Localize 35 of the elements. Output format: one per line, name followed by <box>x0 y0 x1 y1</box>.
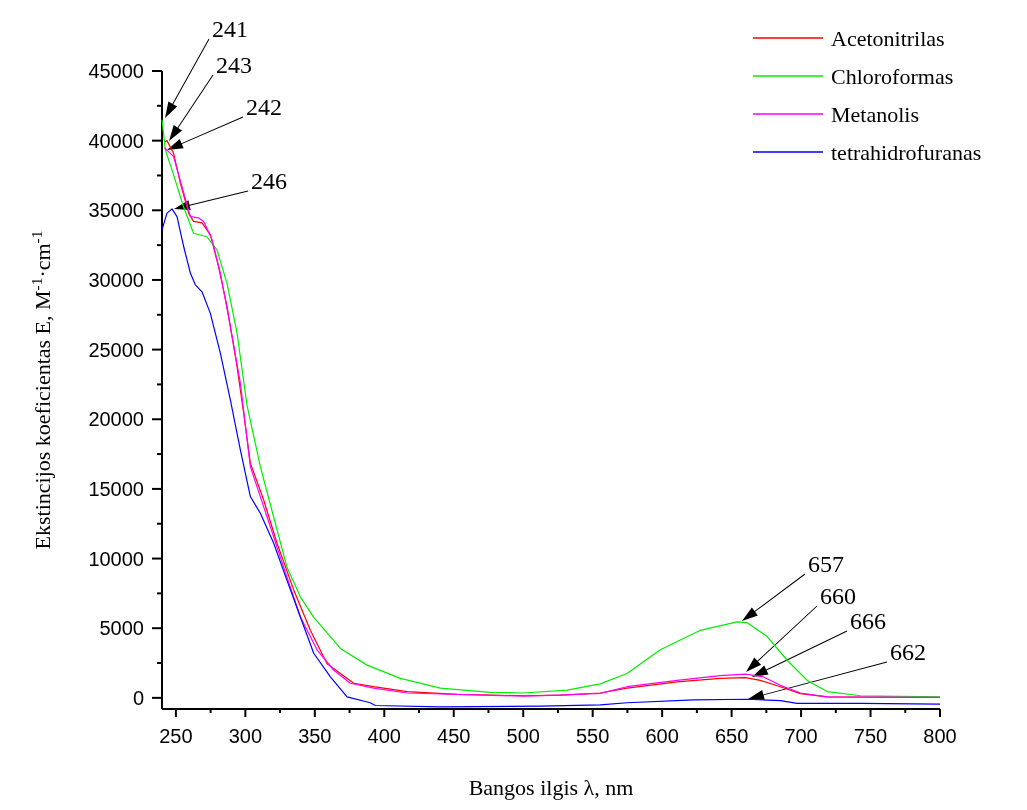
y-tick-label: 40000 <box>88 129 144 152</box>
legend-label: Metanolis <box>831 101 919 127</box>
annotation: 242 <box>246 94 282 121</box>
y-tick-label: 30000 <box>88 268 144 291</box>
annotation: 660 <box>820 583 856 610</box>
y-tick-label: 10000 <box>88 547 144 570</box>
annotation: 243 <box>216 52 252 79</box>
x-tick-label: 650 <box>714 725 749 747</box>
legend-label: Chloroformas <box>831 63 954 89</box>
y-tick-label: 20000 <box>88 408 144 431</box>
x-tick-label: 800 <box>923 725 957 747</box>
x-tick-label: 550 <box>575 725 610 747</box>
x-tick-label: 450 <box>437 725 471 747</box>
x-tick-label: 600 <box>645 725 679 747</box>
legend-label: Acetonitrilas <box>831 25 945 51</box>
y-tick-label: 25000 <box>88 338 144 361</box>
annotation: 662 <box>890 639 926 666</box>
annotation: 657 <box>808 551 844 578</box>
x-tick-label: 750 <box>853 725 888 747</box>
x-tick-label: 700 <box>784 725 818 747</box>
y-tick-label: 15000 <box>88 477 144 500</box>
x-axis-title: Bangos ilgis λ, nm <box>468 775 634 800</box>
legend-label: tetrahidrofuranas <box>831 139 982 165</box>
x-tick-label: 350 <box>298 725 332 747</box>
y-tick-label: 35000 <box>88 199 144 222</box>
y-tick-label: 0 <box>132 686 144 709</box>
annotation: 246 <box>251 168 287 195</box>
annotation: 666 <box>850 608 886 635</box>
x-tick-label: 500 <box>506 725 540 747</box>
text: 241 <box>212 16 248 43</box>
y-tick-label: 45000 <box>88 60 144 82</box>
x-tick-label: 250 <box>159 725 193 747</box>
y-tick-label: 5000 <box>99 617 144 640</box>
x-tick-label: 300 <box>228 725 263 747</box>
x-tick-label: 400 <box>367 725 401 747</box>
